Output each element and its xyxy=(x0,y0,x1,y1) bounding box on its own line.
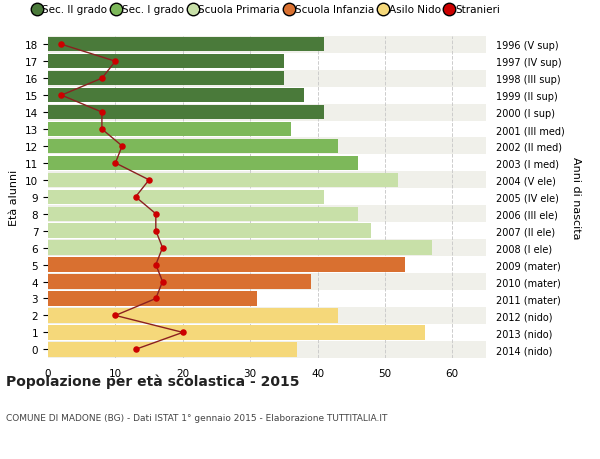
Bar xyxy=(48,342,298,357)
Bar xyxy=(48,88,486,104)
Bar xyxy=(48,274,486,291)
Point xyxy=(118,143,127,150)
Bar xyxy=(48,291,486,307)
Point xyxy=(56,41,66,49)
Bar xyxy=(48,89,304,103)
Bar xyxy=(48,54,486,71)
Point xyxy=(151,261,161,269)
Point xyxy=(97,109,107,117)
Bar xyxy=(48,106,324,120)
Bar xyxy=(48,121,486,138)
Bar xyxy=(48,189,486,206)
Bar xyxy=(48,223,486,240)
Point xyxy=(151,211,161,218)
Bar xyxy=(48,72,284,86)
Bar xyxy=(48,206,486,223)
Bar xyxy=(48,173,398,188)
Bar xyxy=(48,172,486,189)
Point xyxy=(56,92,66,100)
Bar xyxy=(48,37,486,54)
Bar xyxy=(48,341,486,358)
Y-axis label: Età alunni: Età alunni xyxy=(10,169,19,225)
Point xyxy=(158,245,167,252)
Text: Popolazione per età scolastica - 2015: Popolazione per età scolastica - 2015 xyxy=(6,374,299,389)
Bar xyxy=(48,38,324,52)
Point xyxy=(110,312,120,319)
Point xyxy=(97,75,107,83)
Bar xyxy=(48,104,486,121)
Bar xyxy=(48,275,311,289)
Bar xyxy=(48,240,486,257)
Legend: Sec. II grado, Sec. I grado, Scuola Primaria, Scuola Infanzia, Asilo Nido, Stran: Sec. II grado, Sec. I grado, Scuola Prim… xyxy=(34,6,500,16)
Y-axis label: Anni di nascita: Anni di nascita xyxy=(571,156,581,239)
Point xyxy=(151,228,161,235)
Point xyxy=(151,295,161,302)
Bar xyxy=(48,71,486,88)
Point xyxy=(158,278,167,285)
Point xyxy=(131,346,140,353)
Bar xyxy=(48,241,432,255)
Bar xyxy=(48,155,486,172)
Bar xyxy=(48,325,425,340)
Bar xyxy=(48,324,486,341)
Bar xyxy=(48,140,338,154)
Bar xyxy=(48,138,486,155)
Point xyxy=(144,177,154,184)
Bar xyxy=(48,207,358,221)
Bar xyxy=(48,257,486,274)
Bar xyxy=(48,291,257,306)
Bar xyxy=(48,224,371,238)
Bar xyxy=(48,308,338,323)
Point xyxy=(110,58,120,66)
Point xyxy=(131,194,140,201)
Text: COMUNE DI MADONE (BG) - Dati ISTAT 1° gennaio 2015 - Elaborazione TUTTITALIA.IT: COMUNE DI MADONE (BG) - Dati ISTAT 1° ge… xyxy=(6,413,388,422)
Point xyxy=(110,160,120,167)
Point xyxy=(97,126,107,134)
Bar xyxy=(48,258,405,272)
Bar xyxy=(48,123,290,137)
Bar xyxy=(48,55,284,69)
Point xyxy=(178,329,188,336)
Bar xyxy=(48,190,324,205)
Bar xyxy=(48,307,486,324)
Bar xyxy=(48,157,358,171)
